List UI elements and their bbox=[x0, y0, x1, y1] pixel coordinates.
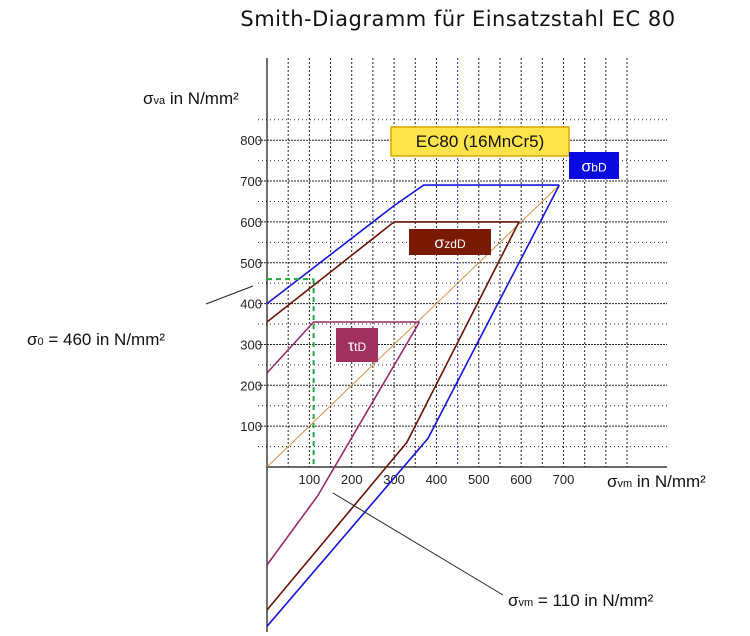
x-tick-label: 600 bbox=[510, 472, 532, 487]
x-tick-label: 100 bbox=[299, 472, 321, 487]
x-tick-label: 400 bbox=[426, 472, 448, 487]
annotation-sigmavm: σvm = 110 in N/mm² bbox=[508, 591, 654, 610]
series-label-text: τtD bbox=[348, 338, 367, 355]
y-tick-label: 800 bbox=[240, 133, 262, 148]
series-curves bbox=[266, 58, 561, 627]
series-labels: σbD σzdD τtD bbox=[336, 152, 619, 362]
y-tick-label: 600 bbox=[240, 215, 262, 230]
y-tick-label: 200 bbox=[240, 378, 262, 393]
series-label-tD: τtD bbox=[336, 328, 378, 362]
y-tick-label: 700 bbox=[240, 174, 262, 189]
series-label-box bbox=[409, 229, 491, 255]
x-tick-label: 700 bbox=[553, 472, 575, 487]
x-axis-label: σvm in N/mm² bbox=[607, 472, 706, 491]
y-axis-label: σva in N/mm² bbox=[143, 89, 239, 108]
series-label-text: σzdD bbox=[434, 235, 466, 252]
chart-title: Smith-Diagramm für Einsatzstahl EC 80 bbox=[240, 7, 675, 31]
series-bD-upper-line bbox=[266, 184, 560, 305]
x-tick-label: 200 bbox=[341, 472, 363, 487]
series-label-zdD: σzdD bbox=[409, 229, 491, 255]
series-bD-lower-line bbox=[266, 184, 561, 627]
series-label-box bbox=[336, 328, 378, 362]
x-tick-label: 300 bbox=[383, 472, 405, 487]
x-tick-label: 500 bbox=[468, 472, 490, 487]
series-label-bD: σbD bbox=[569, 152, 619, 179]
grid bbox=[258, 58, 667, 467]
material-label-box: EC80 (16MnCr5) bbox=[390, 126, 570, 157]
mean-stress-diagonal bbox=[266, 184, 560, 468]
series-zdD-upper-line bbox=[266, 221, 519, 323]
guide-lines bbox=[266, 278, 315, 467]
y-tick-label: 500 bbox=[240, 256, 262, 271]
series-label-text: σbD bbox=[581, 159, 607, 176]
annotation-sigma0: σ0 = 460 in N/mm² bbox=[27, 330, 165, 349]
annotation-leader-sigma0 bbox=[205, 285, 254, 305]
series-tD-lower-line bbox=[266, 321, 421, 566]
series-zdD-lower-line bbox=[266, 221, 520, 611]
series-label-box bbox=[569, 152, 619, 179]
y-tick-label: 400 bbox=[240, 297, 262, 312]
y-tick-label: 100 bbox=[240, 419, 262, 434]
series-tD-upper-line bbox=[266, 321, 420, 374]
tick-labels: 100 200 300 400 500 600 700 100 200 300 400 500 600 7… bbox=[240, 133, 574, 487]
annotation-leader-sigmavm bbox=[332, 492, 504, 596]
material-label: EC80 (16MnCr5) bbox=[416, 132, 545, 151]
y-tick-label: 300 bbox=[240, 337, 262, 352]
annotations: σ0 = 460 in N/mm² σvm = 110 in N/mm² bbox=[27, 285, 654, 610]
